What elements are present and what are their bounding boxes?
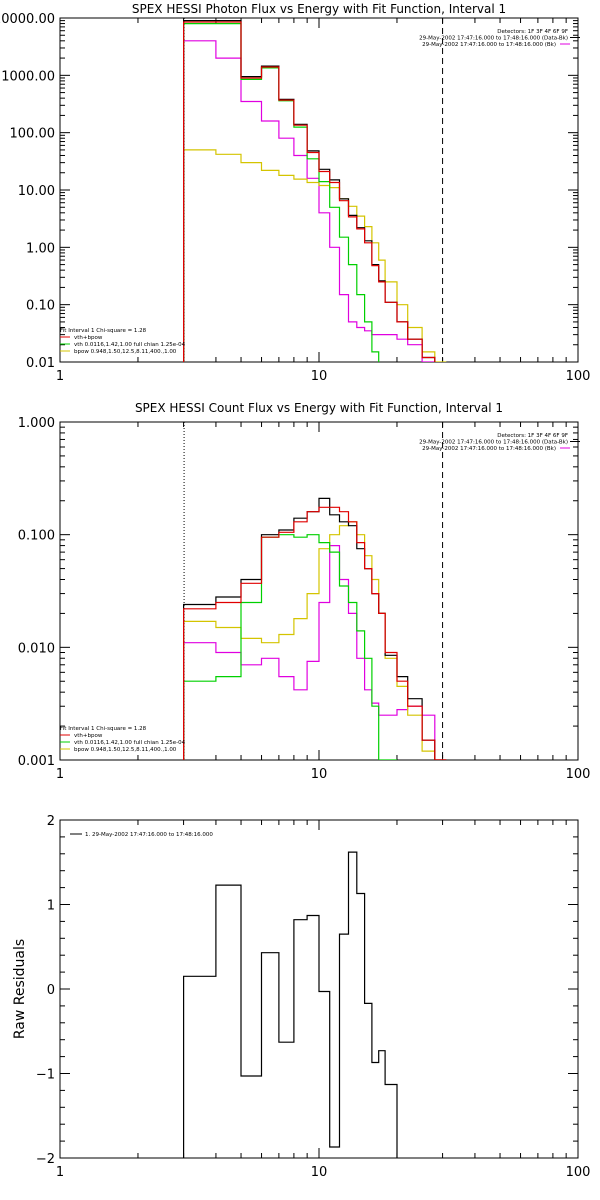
panel-3-x-ticks: [59, 820, 579, 1158]
panel-3-xtick-label: 100: [566, 1165, 591, 1180]
panel-1-fit-header: Fit Interval 1 Chi-square = 1.28: [60, 328, 147, 334]
panel-1-ytick-label: 0.01: [26, 356, 55, 371]
panel-2-xtick-label: 10: [311, 767, 328, 782]
panel-1-title: SPEX HESSI Photon Flux vs Energy with Fi…: [132, 2, 506, 16]
panel-1-xtick-label: 10: [311, 369, 328, 384]
panel-2-series-total: [183, 497, 447, 760]
panel-1-ytick-label: 0.10: [26, 299, 55, 314]
panel-2-fit-line: vth 0.0116,1.42,1.00 full chian 1.25e-04: [74, 740, 186, 746]
panel-2-info-line: Detectors: 1F 3F 4F 6F 9F: [497, 433, 568, 439]
panel-3-ytick-label: −1: [36, 1068, 55, 1083]
panel-2-xtick-label: 100: [566, 767, 591, 782]
panel-3-xtick-label: 10: [311, 1165, 328, 1180]
panel-1-series-fit: [183, 21, 436, 362]
panel-3-y-ticks: [60, 819, 578, 1159]
panel-2-info-line: 29-May-2002 17:47:16.000 to 17:48:16.000…: [422, 446, 556, 452]
panel-3-ytick-label: 1: [47, 899, 55, 914]
panel-2: SPEX HESSI Count Flux vs Energy with Fit…: [18, 401, 591, 782]
panel-1-ytick-label: 1000.00: [1, 69, 55, 84]
panel-2-fit-header: Fit Interval 1 Chi-square = 1.28: [60, 726, 147, 732]
panel-3-ytick-label: 2: [47, 814, 55, 829]
panel-1-info-line: 29-May-2002 17:47:16.000 to 17:48:16.000…: [422, 42, 556, 48]
panel-3-legend-label: 1. 29-May-2002 17:47:16.000 to 17:48:16.…: [85, 832, 213, 838]
panel-1-xtick-label: 100: [566, 369, 591, 384]
panel-2-series-background: [183, 545, 447, 760]
panel-2-ytick-label: 0.001: [18, 754, 55, 769]
panel-1-series-background: [183, 40, 435, 362]
panel-1-fit-line: vth 0.0116,1.42,1.00 full chian 1.25e-04: [74, 342, 186, 348]
panel-3: 1 10 100 −2 −1 0 1 2 Raw Residuals 1. 29-May-2002…: [12, 814, 590, 1180]
panel-1-ytick-label: 10000.00: [0, 12, 55, 27]
panel-1-y-ticks: [60, 20, 578, 363]
panel-2-fit-line: vth+bpow: [74, 733, 103, 739]
panel-3-series-total: [183, 851, 398, 1158]
panel-3-ytick-label: −2: [36, 1152, 55, 1167]
panel-1-series-vth: [183, 23, 380, 362]
panel-2-ytick-label: 0.010: [18, 641, 55, 656]
panel-1-info-line: 29-May-2002 17:47:16.000 to 17:48:16.000…: [419, 36, 568, 42]
panel-2-series-fit: [183, 506, 447, 760]
panel-2-info-line: 29-May-2002 17:47:16.000 to 17:48:16.000…: [419, 440, 568, 446]
panel-1-fit-line: vth+bpow: [74, 335, 103, 341]
panel-2-series-vth: [183, 534, 397, 760]
panel-1-series-bpow: [183, 149, 447, 362]
panel-2-title: SPEX HESSI Count Flux vs Energy with Fit…: [135, 401, 503, 415]
panel-2-x-ticks: [59, 422, 579, 760]
panel-2-y-ticks: [60, 426, 578, 761]
panel-1-info-line: Detectors: 1F 3F 4F 6F 9F: [497, 29, 568, 35]
panel-1-xtick-label: 1: [56, 369, 64, 384]
panel-2-fit-line: bpow 0.948,1.50,12.5,8.11,400.,1.00: [74, 747, 177, 753]
panel-2-xtick-label: 1: [56, 767, 64, 782]
panel-1-fit-line: bpow 0.948,1.50,12.5,8.11,400.,1.00: [74, 349, 177, 355]
panel-2-series-bpow: [183, 521, 447, 760]
panel-2-ytick-label: 1.000: [18, 416, 55, 431]
panel-2-ytick-label: 0.100: [18, 529, 55, 544]
panel-3-ylabel: Raw Residuals: [12, 939, 28, 1039]
panel-1-ytick-label: 10.00: [18, 184, 55, 199]
panel-3-ytick-label: 0: [47, 983, 55, 998]
panel-1-ytick-label: 100.00: [10, 127, 56, 142]
panel-3-xtick-label: 1: [56, 1165, 64, 1180]
panel-1: SPEX HESSI Photon Flux vs Energy with Fi…: [0, 2, 590, 384]
panel-1-ytick-label: 1.00: [26, 241, 55, 256]
